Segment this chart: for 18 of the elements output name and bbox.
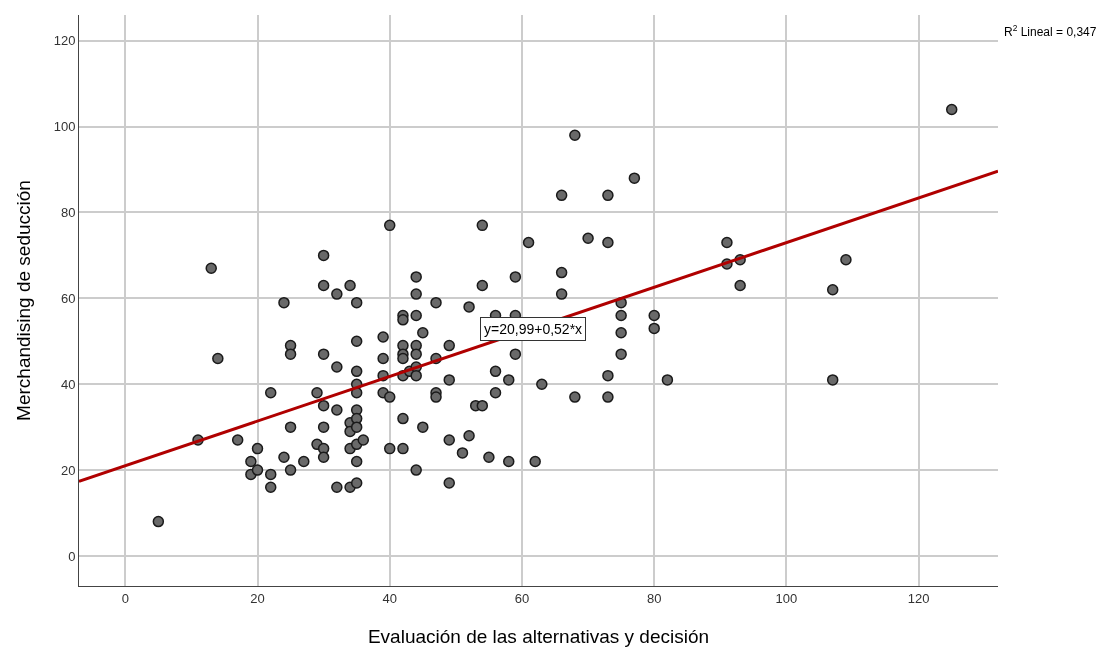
x-tick-label: 80 <box>646 590 662 606</box>
y-tick-label: 20 <box>60 462 76 478</box>
y-tick-label: 40 <box>60 376 76 392</box>
x-axis-title: Evaluación de las alternativas y decisión <box>367 626 710 648</box>
x-tick-label: 120 <box>907 590 930 606</box>
x-tick-label: 60 <box>514 590 530 606</box>
x-tick-label: 40 <box>382 590 397 606</box>
y-tick-label: 100 <box>53 119 76 135</box>
y-tick-label: 80 <box>60 205 76 221</box>
x-tick-label: 20 <box>250 590 265 606</box>
text: R$^{2}$ Lineal = 0,347 <box>1004 23 1097 40</box>
y-tick-label: 120 <box>53 33 76 49</box>
x-tick-label: 0 <box>121 590 129 606</box>
x-tick-label: 100 <box>775 590 798 606</box>
y-tick-label: 60 <box>60 290 76 306</box>
y-axis-title: Merchandising de seducción <box>12 180 34 421</box>
annotation: y=20,99+0,52*x <box>484 321 583 337</box>
y-tick-label: 0 <box>68 548 76 564</box>
